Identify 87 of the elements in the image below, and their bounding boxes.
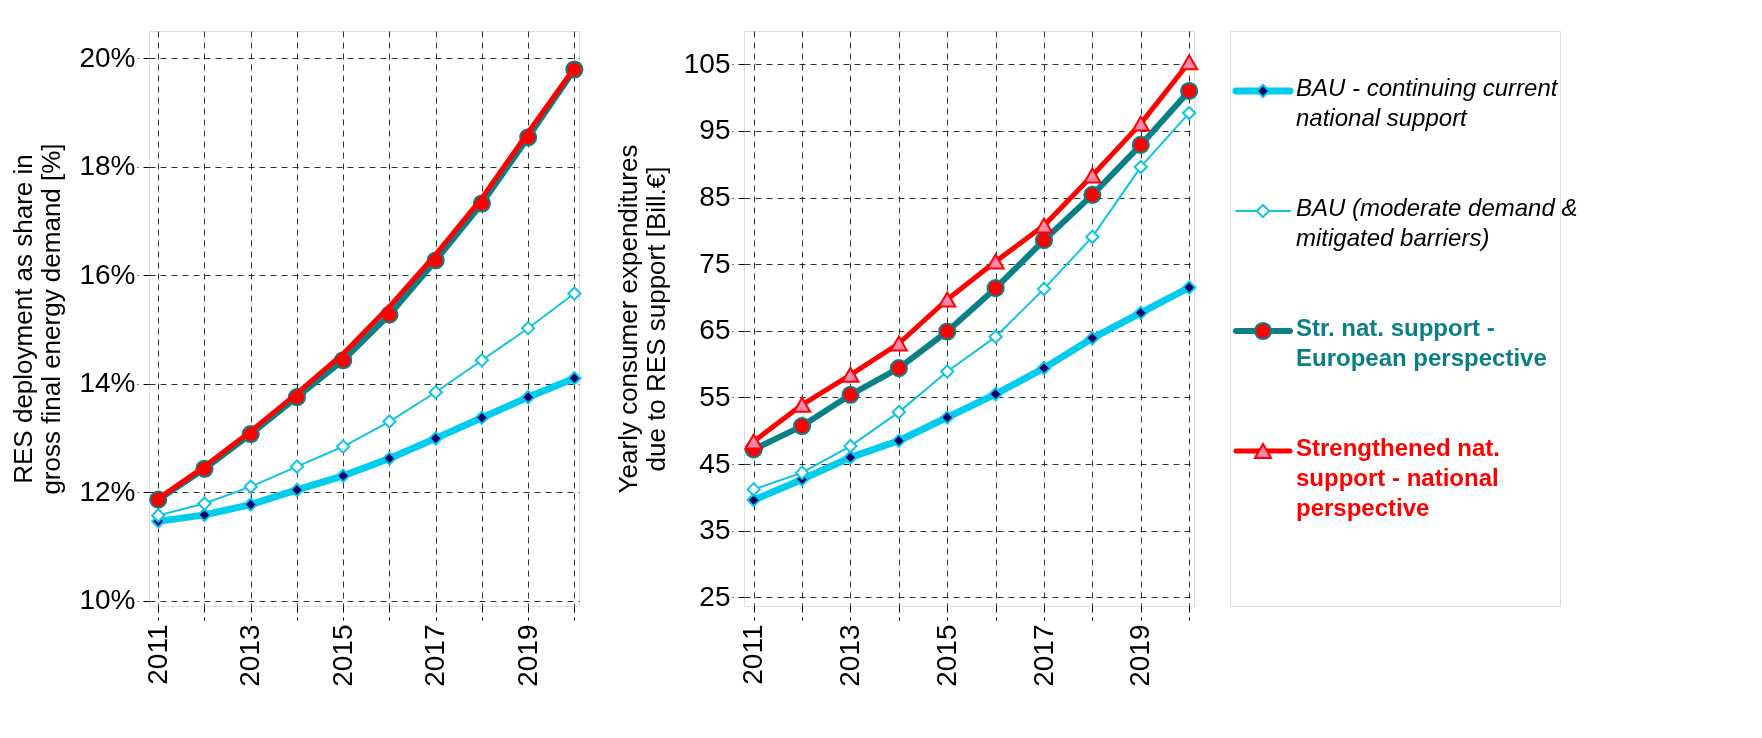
point bbox=[1034, 231, 1054, 250]
y-axis-title: Yearly consumer expenditures due to RES support [Bill.€] bbox=[612, 144, 671, 494]
point bbox=[1085, 229, 1100, 244]
y-tick-label: 25 bbox=[699, 580, 731, 612]
x-tick-label: 2019 bbox=[511, 624, 543, 687]
y-tick-label: 12% bbox=[79, 475, 136, 507]
point bbox=[336, 468, 351, 483]
point bbox=[243, 497, 258, 512]
y-tick-label: 105 bbox=[683, 47, 731, 79]
point bbox=[289, 482, 305, 498]
legend-label: Strengthened nat. support - national perspective bbox=[1296, 434, 1501, 521]
point bbox=[474, 410, 490, 425]
point bbox=[428, 385, 443, 400]
point bbox=[889, 335, 908, 352]
y-tick-label: 55 bbox=[699, 380, 731, 412]
point bbox=[336, 439, 351, 454]
point bbox=[197, 496, 212, 511]
point bbox=[428, 431, 443, 446]
point bbox=[1083, 185, 1102, 204]
point bbox=[793, 417, 812, 436]
legend-label: BAU - continuing current national support bbox=[1296, 74, 1559, 131]
point bbox=[841, 385, 860, 404]
point bbox=[289, 459, 305, 474]
point bbox=[1131, 115, 1150, 132]
y-tick-label: 18% bbox=[79, 150, 136, 182]
point bbox=[938, 322, 957, 341]
point bbox=[988, 329, 1003, 344]
point bbox=[1182, 280, 1197, 295]
point bbox=[197, 507, 212, 522]
point bbox=[1036, 361, 1052, 376]
y-tick-label: 45 bbox=[699, 447, 731, 479]
y-tick-label: 35 bbox=[699, 514, 731, 546]
point bbox=[986, 279, 1005, 298]
point bbox=[521, 390, 536, 405]
point bbox=[1133, 305, 1148, 320]
point bbox=[474, 353, 490, 368]
point bbox=[891, 404, 906, 420]
x-tick-label: 2017 bbox=[419, 624, 451, 687]
point bbox=[746, 482, 761, 497]
point bbox=[1085, 331, 1100, 346]
point bbox=[843, 438, 858, 454]
x-tick-label: 2011 bbox=[737, 624, 769, 685]
point bbox=[1036, 281, 1052, 296]
point bbox=[794, 465, 810, 480]
point bbox=[521, 321, 536, 336]
x-tick-label: 2015 bbox=[930, 624, 962, 687]
point bbox=[746, 492, 761, 508]
y-tick-label: 20% bbox=[79, 41, 136, 73]
point bbox=[1131, 135, 1150, 154]
y-tick-label: 75 bbox=[699, 247, 731, 279]
point bbox=[841, 366, 860, 383]
y-tick-label: 10% bbox=[79, 584, 136, 616]
point bbox=[1180, 54, 1199, 71]
point bbox=[382, 414, 397, 429]
y-tick-label: 14% bbox=[79, 367, 136, 399]
y-tick-label: 95 bbox=[699, 114, 731, 146]
x-tick-label: 2011 bbox=[141, 624, 173, 685]
point bbox=[940, 364, 955, 379]
point bbox=[243, 479, 258, 494]
point bbox=[938, 291, 957, 308]
point bbox=[567, 286, 582, 301]
point bbox=[1034, 217, 1054, 234]
point bbox=[940, 410, 955, 425]
point bbox=[382, 451, 397, 466]
legend-label: Str. nat. support - European perspective bbox=[1296, 314, 1547, 371]
point bbox=[843, 450, 858, 465]
legend-label: BAU (moderate demand & mitigated barriers) bbox=[1296, 194, 1578, 251]
point bbox=[567, 371, 582, 386]
y-axis-title: RES deployment as share in gross final energy demand [%] bbox=[8, 143, 67, 495]
x-tick-label: 2013 bbox=[833, 624, 865, 687]
x-tick-label: 2017 bbox=[1027, 624, 1059, 687]
y-tick-label: 16% bbox=[79, 258, 136, 290]
point bbox=[891, 433, 906, 448]
point bbox=[1180, 81, 1199, 101]
y-tick-label: 65 bbox=[699, 314, 731, 346]
x-tick-label: 2019 bbox=[1124, 624, 1156, 687]
point bbox=[151, 508, 166, 523]
point bbox=[1083, 167, 1102, 184]
x-tick-label: 2013 bbox=[234, 624, 266, 687]
point bbox=[744, 433, 763, 450]
x-tick-label: 2015 bbox=[326, 624, 358, 687]
point bbox=[793, 396, 812, 413]
point bbox=[1182, 105, 1197, 121]
point bbox=[988, 387, 1003, 402]
point bbox=[1133, 159, 1148, 175]
y-tick-label: 85 bbox=[699, 181, 731, 213]
point bbox=[889, 359, 908, 378]
